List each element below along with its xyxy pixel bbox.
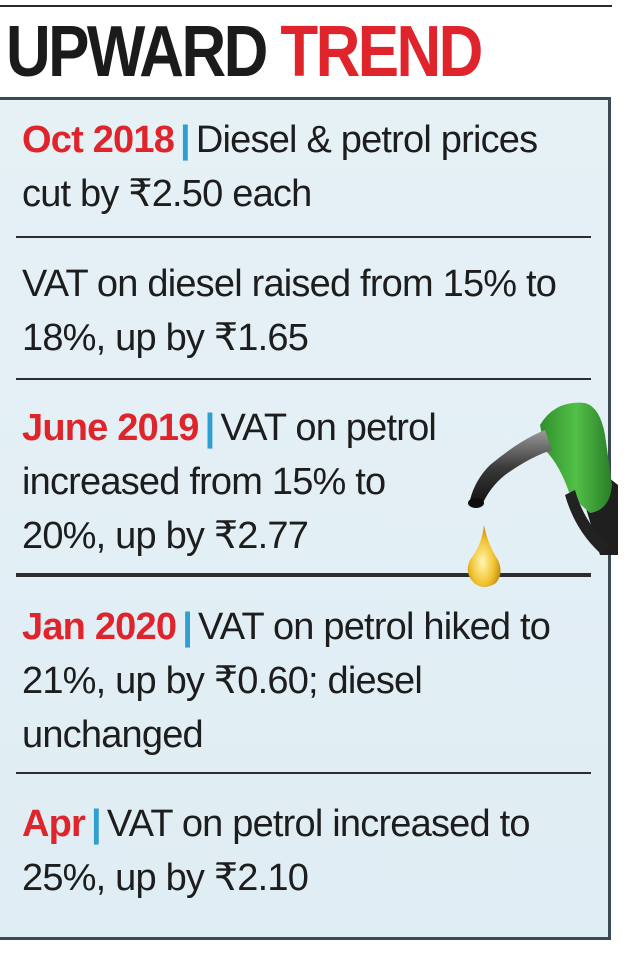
- page-title: UPWARD TREND: [6, 12, 483, 92]
- item-text: VAT on petrol increased to 25%, up by ₹2…: [22, 803, 530, 899]
- item-separator: |: [180, 119, 191, 161]
- timeline-item-diesel-vat: VAT on diesel raised from 15% to 18%, up…: [22, 257, 582, 365]
- fuel-nozzle-icon: [460, 395, 620, 595]
- item-text: VAT on petrol hiked to 21%, up by ₹0.60;…: [22, 606, 551, 756]
- divider: [16, 772, 591, 774]
- top-rule: [0, 5, 612, 7]
- item-date-label: Oct 2018: [22, 119, 175, 161]
- timeline-item-june-2019: June 2019 | VAT on petrol increased from 1…: [22, 401, 477, 563]
- item-date-label: Jan 2020: [22, 606, 177, 648]
- divider: [16, 236, 591, 238]
- timeline-item-jan-2020: Jan 2020 | VAT on petrol hiked to 21%, up …: [22, 600, 582, 762]
- fuel-drop-icon: [467, 525, 501, 587]
- title-word-upward: UPWARD: [6, 12, 268, 92]
- item-separator: |: [204, 407, 216, 449]
- item-text: VAT on diesel raised from 15% to 18%, up…: [22, 263, 557, 359]
- divider: [16, 378, 591, 380]
- item-date-label: Apr: [22, 803, 86, 845]
- title-word-trend: TREND: [280, 12, 483, 92]
- divider: [16, 573, 591, 577]
- item-separator: |: [91, 803, 102, 845]
- timeline-item-oct-2018: Oct 2018 | Diesel & petrol prices cut by ₹…: [22, 113, 582, 221]
- item-separator: |: [182, 606, 193, 648]
- item-date-label: June 2019: [22, 407, 199, 449]
- item-text: Diesel & petrol prices cut by ₹2.50 each: [22, 119, 538, 215]
- item-text: VAT on petrol increased from 15% to 20%,…: [22, 407, 437, 557]
- timeline-item-apr: Apr | VAT on petrol increased to 25%, up b…: [22, 797, 582, 905]
